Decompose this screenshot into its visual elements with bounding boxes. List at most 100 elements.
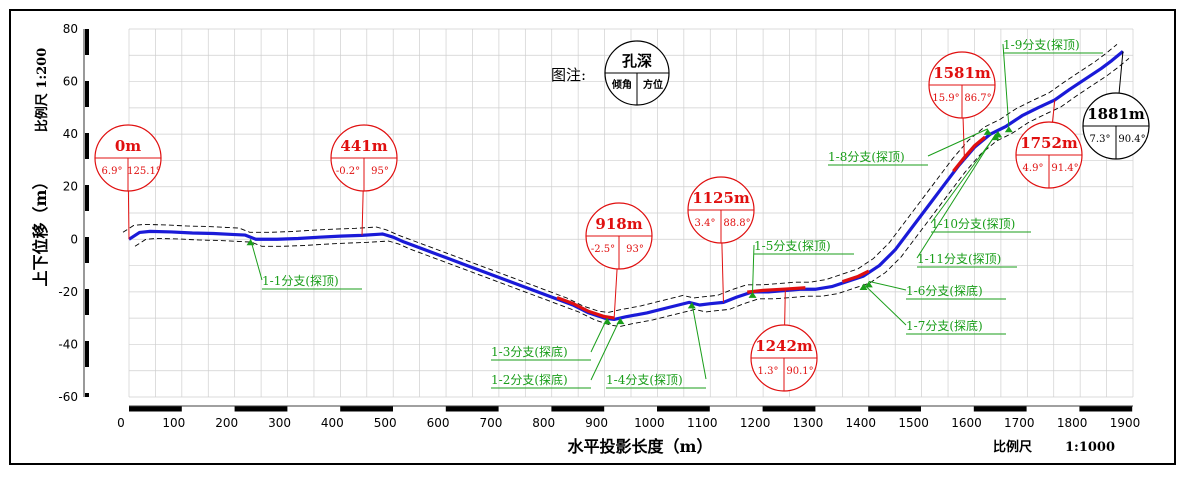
branch-arrow bbox=[603, 318, 612, 325]
station-depth: 1752m bbox=[1020, 134, 1078, 152]
x-tick-label: 1100 bbox=[687, 416, 718, 430]
station-azimuth: 95° bbox=[371, 166, 389, 177]
legend-dip: 倾角 bbox=[611, 78, 632, 91]
branch-label: 1-4分支(探顶) bbox=[606, 302, 707, 389]
x-tick-label: 1400 bbox=[846, 416, 877, 430]
station-dip: -2.5° bbox=[591, 244, 615, 255]
branch-text: 1-9分支(探顶) bbox=[1003, 38, 1080, 52]
station-azimuth: 86.7° bbox=[964, 93, 991, 104]
x-tick-label: 1000 bbox=[634, 416, 665, 430]
station-depth: 441m bbox=[340, 137, 387, 155]
station-depth: 0m bbox=[115, 137, 141, 155]
station-dip: 7.3° bbox=[1090, 134, 1111, 145]
branch-text: 1-1分支(探顶) bbox=[262, 274, 339, 288]
station-depth: 1242m bbox=[755, 337, 813, 355]
branch-arrow bbox=[1004, 126, 1013, 133]
x-scale-label: 比例尺 bbox=[993, 439, 1032, 455]
branch-arrow bbox=[983, 128, 992, 135]
station-azimuth: 90.4° bbox=[1118, 134, 1145, 145]
x-scale-value: 1:1000 bbox=[1065, 440, 1115, 455]
x-tick-label: 1700 bbox=[1004, 416, 1035, 430]
branch-leader bbox=[868, 280, 907, 291]
station-marker: 1242m 1.3° 90.1° bbox=[750, 290, 818, 392]
red-segment bbox=[952, 135, 987, 173]
station-azimuth: 91.4° bbox=[1051, 163, 1078, 174]
y-tick-label: 60 bbox=[63, 75, 78, 89]
x-tick-label: 100 bbox=[162, 416, 185, 430]
y-scale-label: 比例尺 1:200 bbox=[34, 48, 50, 133]
x-tick-label: 700 bbox=[479, 416, 502, 430]
branch-leader bbox=[250, 239, 263, 281]
station-dip: -0.2° bbox=[336, 166, 360, 177]
legend-depth: 孔深 bbox=[622, 52, 652, 70]
station-marker: 1752m 4.9° 91.4° bbox=[1015, 99, 1083, 189]
y-tick-label: -20 bbox=[58, 285, 78, 299]
station-azimuth: 93° bbox=[626, 244, 644, 255]
station-depth: 1581m bbox=[933, 64, 991, 82]
y-tick-label: 80 bbox=[63, 22, 78, 36]
x-tick-label: 600 bbox=[427, 416, 450, 430]
station-depth: 918m bbox=[595, 215, 642, 233]
station-marker: 1125m 3.4° 88.8° bbox=[687, 176, 755, 303]
branch-label: 1-9分支(探顶) bbox=[1002, 38, 1103, 133]
branch-arrow bbox=[687, 302, 696, 309]
x-tick-label: 800 bbox=[532, 416, 555, 430]
branch-arrow bbox=[859, 283, 868, 290]
x-tick-label: 1200 bbox=[740, 416, 771, 430]
branch-leader bbox=[916, 133, 997, 259]
branch-arrow bbox=[748, 291, 757, 298]
branch-text: 1-5分支(探顶) bbox=[754, 239, 831, 253]
branch-text: 1-7分支(探底) bbox=[906, 318, 983, 333]
x-tick-label: 0 bbox=[117, 416, 125, 430]
station-azimuth: 88.8° bbox=[723, 218, 750, 229]
x-tick-label: 900 bbox=[585, 416, 608, 430]
legend-azimuth: 方位 bbox=[643, 78, 663, 91]
branch-leader bbox=[590, 317, 621, 381]
branch-arrow bbox=[616, 318, 625, 325]
x-tick-label: 1300 bbox=[793, 416, 824, 430]
y-tick-label: 40 bbox=[63, 127, 78, 141]
branch-arrow bbox=[864, 281, 873, 288]
branch-leader bbox=[927, 128, 988, 157]
branch-leader bbox=[691, 302, 707, 380]
station-dip: 15.9° bbox=[932, 93, 959, 104]
y-tick-label: 20 bbox=[63, 180, 78, 194]
station-dip: 6.9° bbox=[102, 166, 123, 177]
y-tick-label: -60 bbox=[58, 390, 78, 404]
branch-arrow bbox=[246, 239, 255, 246]
station-marker: 1581m 15.9° 86.7° bbox=[928, 51, 996, 161]
station-marker: 1881m 7.3° 90.4° bbox=[1082, 51, 1150, 160]
x-tick-label: 1600 bbox=[951, 416, 982, 430]
y-tick-label: -40 bbox=[58, 337, 78, 351]
branch-leader bbox=[863, 283, 907, 326]
branch-label: 1-5分支(探顶) bbox=[748, 239, 854, 298]
station-marker: 0m 6.9° 125.1° bbox=[94, 124, 162, 240]
x-tick-label: 400 bbox=[321, 416, 344, 430]
y-axis-title: 上下位移（m） bbox=[31, 174, 50, 287]
branch-text: 1-2分支(探底) bbox=[491, 372, 568, 387]
x-axis-title: 水平投影长度（m） bbox=[568, 437, 713, 456]
red-segment bbox=[556, 296, 615, 320]
branch-label: 1-2分支(探底) bbox=[491, 317, 625, 389]
branch-label: 1-1分支(探顶) bbox=[246, 239, 362, 290]
x-tick-label: 300 bbox=[268, 416, 291, 430]
x-tick-label: 1900 bbox=[1110, 416, 1141, 430]
x-tick-label: 1800 bbox=[1057, 416, 1088, 430]
branch-text: 1-6分支(探底) bbox=[906, 283, 983, 298]
red-segment bbox=[841, 269, 870, 284]
branch-leader bbox=[752, 244, 755, 292]
station-azimuth: 90.1° bbox=[786, 366, 813, 377]
station-dip: 4.9° bbox=[1023, 163, 1044, 174]
branch-label: 1-6分支(探底) bbox=[864, 280, 1006, 300]
branch-label: 1-7分支(探底) bbox=[859, 283, 1006, 335]
x-tick-label: 200 bbox=[215, 416, 238, 430]
station-dip: 1.3° bbox=[758, 366, 779, 377]
branch-label: 1-3分支(探底) bbox=[491, 317, 612, 361]
branch-text: 1-4分支(探顶) bbox=[606, 373, 683, 387]
branch-leader bbox=[1002, 43, 1010, 127]
branch-text: 1-11分支(探顶) bbox=[917, 252, 1001, 266]
station-depth: 1125m bbox=[692, 189, 750, 207]
branch-label: 1-11分支(探顶) bbox=[916, 133, 1017, 268]
